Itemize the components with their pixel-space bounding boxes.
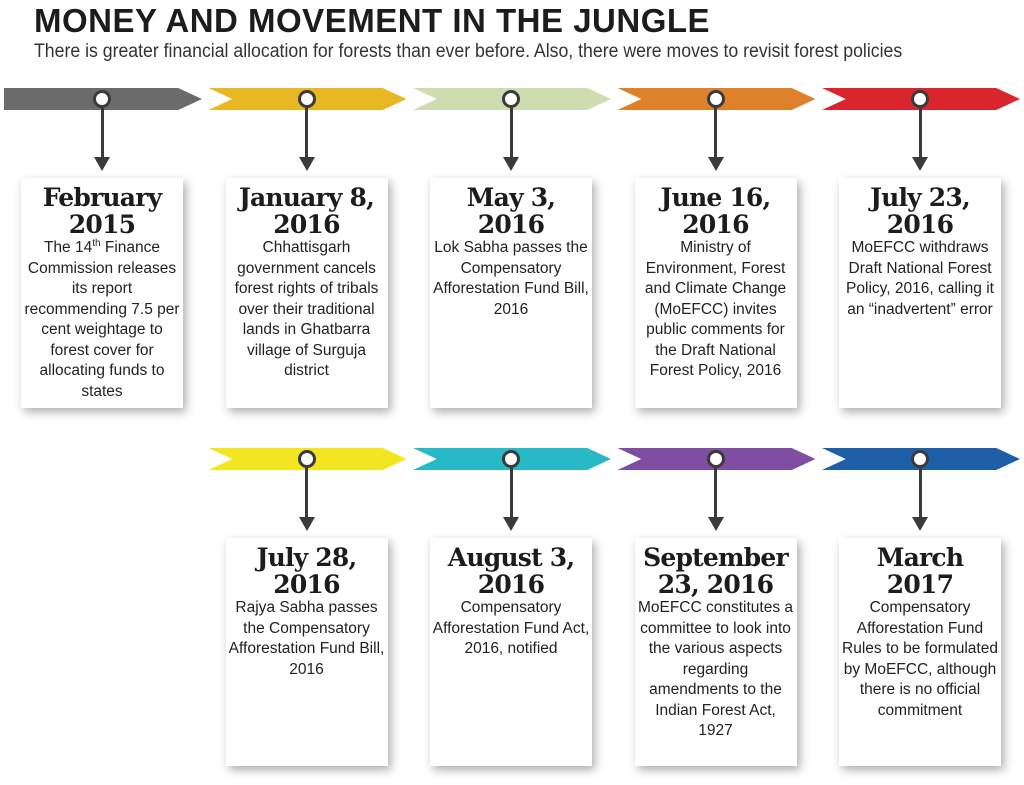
timeline-node-icon [706, 450, 725, 468]
event-date: August 3, 2016 [447, 543, 575, 599]
arrow-down-icon [503, 517, 519, 531]
event-date: February 2015 [42, 183, 162, 239]
event-description-superscript: th [92, 237, 101, 249]
timeline-node-icon [93, 90, 111, 108]
arrow-down-icon [94, 157, 110, 171]
event-description: MoEFCC withdraws Draft National Forest P… [846, 239, 994, 318]
connector-line [305, 468, 308, 518]
connector-line [918, 468, 922, 518]
arrow-down-icon [912, 157, 928, 171]
connector-line [509, 468, 513, 518]
event-card: February 2015 The 14th Finance Commission… [21, 178, 183, 408]
connector-line [100, 108, 104, 158]
event-date: May 3, 2016 [466, 183, 556, 239]
timeline-node-icon [502, 450, 520, 468]
connector-line [714, 468, 717, 518]
event-description: Compensatory Afforestation Fund Act, 201… [432, 599, 590, 657]
arrow-down-icon [503, 157, 519, 171]
event-card: July 28, 2016 Rajya Sabha passes the Comp… [225, 538, 388, 766]
event-description: Rajya Sabha passes the Compensatory Affo… [228, 599, 385, 678]
event-date: July 23, 2016 [870, 183, 971, 239]
event-card: January 8, 2016 Chhattisgarh government c… [225, 178, 388, 408]
event-date: June 16, 2016 [660, 183, 772, 239]
event-description: MoEFCC constitutes a committee to look i… [637, 599, 794, 739]
connector-line [714, 108, 717, 158]
event-description: Chhattisgarh government cancels forest r… [234, 239, 379, 379]
timeline-node-icon [297, 90, 316, 108]
arrow-down-icon [298, 157, 315, 171]
arrow-down-icon [707, 157, 724, 171]
timeline-node-icon [502, 90, 520, 108]
event-card: June 16, 2016 Ministry of Environment, Fo… [634, 178, 797, 408]
event-card: May 3, 2016 Lok Sabha passes the Compensa… [430, 178, 592, 408]
event-date: January 8, 2016 [238, 183, 375, 239]
timeline-node-icon [911, 450, 929, 468]
event-description: The 14th Finance Commission releases its… [23, 238, 181, 402]
timeline-node-icon [911, 90, 929, 108]
event-date: September 23, 2016 [643, 543, 789, 599]
event-description: Compensatory Afforestation Fund Rules to… [842, 599, 998, 719]
event-card: March 2017 Compensatory Afforestation Fun… [839, 538, 1001, 766]
connector-line [509, 108, 513, 158]
arrow-down-icon [707, 517, 724, 531]
arrow-down-icon [298, 517, 315, 531]
connector-line [918, 108, 922, 158]
arrow-down-icon [912, 517, 928, 531]
page-subtitle: There is greater financial allocation fo… [34, 41, 903, 62]
timeline-node-icon [297, 450, 316, 468]
event-date: July 28, 2016 [256, 543, 358, 599]
page-title: MONEY AND MOVEMENT IN THE JUNGLE [34, 2, 711, 39]
event-description: Lok Sabha passes the Compensatory Affore… [433, 239, 589, 318]
connector-line [305, 108, 308, 158]
timeline-node-icon [706, 90, 725, 108]
event-card: July 23, 2016 MoEFCC withdraws Draft Nati… [839, 178, 1001, 408]
event-description: Ministry of Environment, Forest and Clim… [644, 239, 787, 379]
event-date: March 2017 [876, 543, 964, 599]
event-card: September 23, 2016 MoEFCC constitutes a c… [634, 538, 797, 766]
event-card: August 3, 2016 Compensatory Afforestation… [430, 538, 592, 766]
event-description-part: The 14 [43, 239, 93, 256]
event-description-part: Finance Commission releases its report r… [24, 239, 180, 400]
